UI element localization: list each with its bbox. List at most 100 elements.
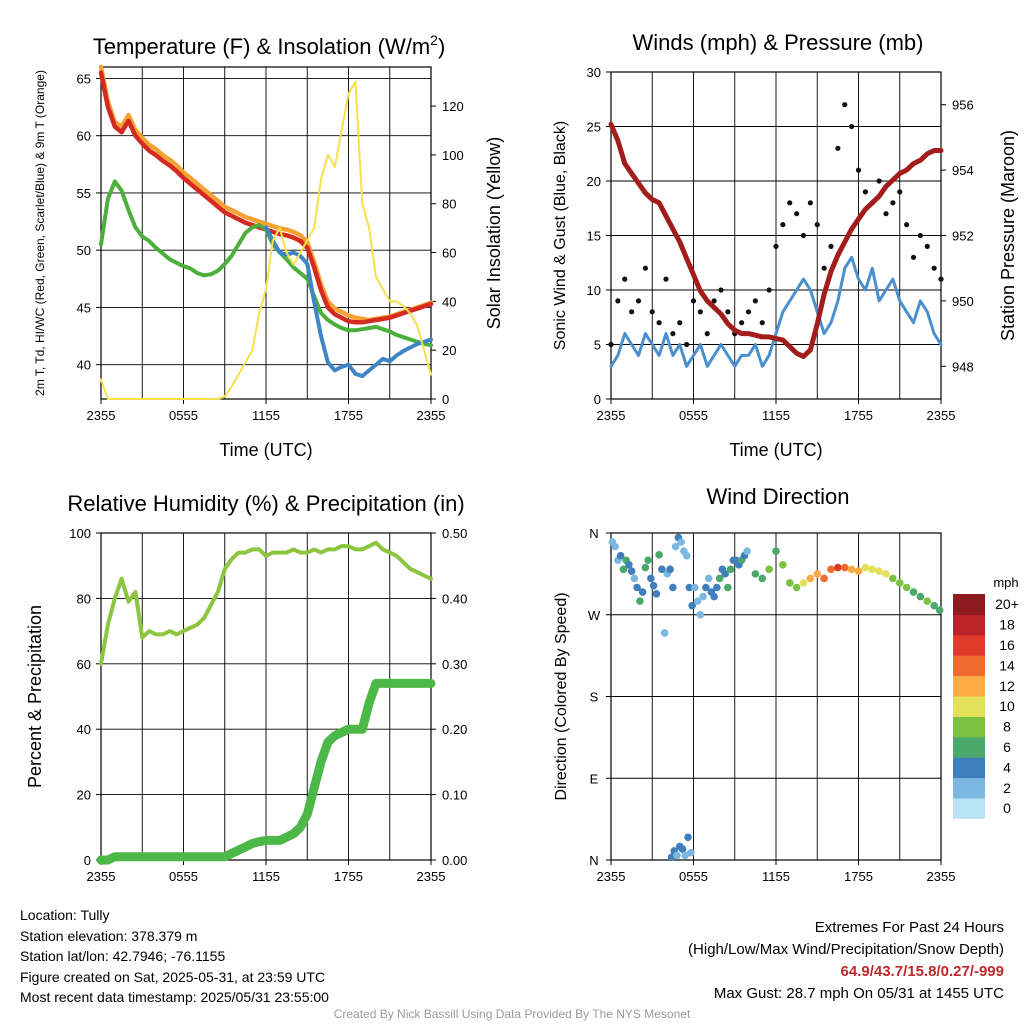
- x-tick-label: 0555: [679, 869, 708, 884]
- gust-point: [629, 309, 635, 315]
- gust-point: [842, 102, 848, 108]
- gust-point: [773, 243, 779, 249]
- gust-point: [622, 276, 628, 282]
- gust-point: [739, 320, 745, 326]
- wind-direction-point: [684, 833, 692, 842]
- y-tick-label: 20: [587, 174, 601, 189]
- wind-direction-point: [696, 610, 705, 619]
- y-tick-label: 45: [77, 300, 91, 315]
- max-gust-text: Max Gust: 28.7 mph On 05/31 at 1455 UTC: [713, 985, 1004, 1002]
- gust-point: [855, 167, 862, 173]
- gust-point: [766, 287, 772, 293]
- colorbar-label: 6: [1003, 739, 1011, 755]
- y2-tick-label: 954: [952, 163, 974, 178]
- gust-point: [814, 222, 820, 228]
- wind-direction-point: [685, 583, 694, 592]
- x-tick-label: 2355: [417, 408, 446, 423]
- gust-point: [924, 243, 930, 249]
- y-tick-label: S: [590, 690, 599, 705]
- x-tick-label: 2355: [87, 408, 116, 423]
- colorbar-label: 12: [999, 678, 1015, 694]
- y-tick-label: 30: [587, 65, 601, 80]
- gust-point: [704, 331, 710, 337]
- wind-direction-point: [813, 570, 822, 578]
- wind-direction-point: [677, 538, 685, 546]
- wind-direction-point: [889, 574, 897, 583]
- series-line-solar-insolation: [100, 80, 432, 400]
- wind-direction-point: [868, 565, 877, 574]
- extremes-heading: Extremes For Past 24 Hours: [814, 919, 1004, 936]
- wind-direction-point: [875, 567, 883, 575]
- x-axis-label: Time (UTC): [219, 440, 312, 460]
- gust-point: [656, 320, 662, 326]
- wind-direction-point: [633, 583, 641, 592]
- colorbar-label: 20+: [995, 596, 1019, 612]
- wind-direction-point: [636, 597, 644, 605]
- extremes-info: Extremes For Past 24 Hours (High/Low/Max…: [688, 917, 1004, 1005]
- gust-point: [807, 200, 813, 206]
- x-tick-label: 1155: [762, 869, 790, 884]
- colorbar-swatch: [953, 614, 985, 636]
- y-axis-label: Direction (Colored By Speed): [553, 592, 570, 800]
- x-tick-label: 1755: [334, 869, 363, 884]
- wind-direction-point: [765, 565, 773, 574]
- wind-direction-point: [699, 592, 707, 601]
- wind-direction-point: [726, 565, 735, 574]
- wind-direction-point: [658, 565, 666, 574]
- wind-direction-point: [861, 563, 870, 572]
- colorbar-swatch: [953, 696, 985, 717]
- y2-tick-label: 20: [442, 343, 456, 358]
- wind-direction-point: [847, 565, 856, 574]
- wind-direction-point: [792, 583, 801, 592]
- x-tick-label: 2355: [597, 869, 626, 884]
- y-tick-label: 65: [77, 71, 91, 86]
- colorbar-swatch: [953, 634, 985, 656]
- colorbar-label: 2: [1003, 780, 1011, 796]
- gust-point: [780, 222, 786, 228]
- title-superscript: 2: [430, 32, 438, 48]
- wind-direction-point: [704, 574, 713, 583]
- y2-tick-label: 952: [952, 229, 974, 244]
- gust-point: [794, 211, 800, 217]
- wind-direction-point: [827, 565, 835, 574]
- colorbar-swatch: [953, 757, 985, 779]
- winds-chart: 0 5 10 15 20 25 30 948 950 952 954 956 2355 0555 1155 1…: [552, 30, 1018, 460]
- x-tick-label: 0555: [679, 408, 708, 423]
- y2-axis-label: Solar Insolation (Yellow): [484, 137, 504, 329]
- wind-direction-point: [682, 551, 691, 560]
- wind-direction-point: [785, 579, 794, 587]
- y2-tick-label: 40: [442, 294, 456, 309]
- y2-axis-label: Station Pressure (Maroon): [998, 130, 1018, 341]
- y2-tick-label: 0.00: [442, 853, 467, 868]
- chart-title: Wind Direction: [706, 484, 849, 509]
- gust-point: [759, 320, 765, 326]
- colorbar-label: 0: [1003, 800, 1011, 816]
- y2-tick-label: 120: [442, 99, 464, 114]
- x-tick-label: 0555: [169, 408, 198, 423]
- gust-point: [849, 123, 855, 130]
- wind-direction-point: [691, 583, 699, 592]
- wind-direction-point: [671, 542, 680, 551]
- y-tick-label: 15: [587, 229, 601, 244]
- y2-tick-label: 0.50: [442, 526, 467, 541]
- y2-tick-label: 0.40: [442, 591, 467, 606]
- gust-point: [615, 298, 621, 304]
- y2-tick-label: 100: [442, 148, 464, 163]
- series-line-sonic-wind: [609, 255, 943, 368]
- gust-point: [697, 309, 703, 315]
- x-axis-label: Time (UTC): [729, 440, 822, 460]
- y2-tick-label: 0.30: [442, 657, 467, 672]
- gust-point: [663, 276, 669, 282]
- colorbar-swatch: [953, 777, 985, 799]
- colorbar-label: 14: [999, 657, 1015, 673]
- colorbar-swatch: [953, 655, 985, 677]
- y-tick-label: 50: [77, 243, 91, 258]
- colorbar-label: 8: [1003, 719, 1011, 735]
- wind-direction-point: [806, 574, 815, 583]
- wind-direction-point: [710, 592, 718, 601]
- wind-direction-point: [666, 565, 674, 574]
- gust-point: [718, 287, 724, 293]
- gust-point: [828, 243, 834, 249]
- wind-direction-point: [625, 560, 633, 569]
